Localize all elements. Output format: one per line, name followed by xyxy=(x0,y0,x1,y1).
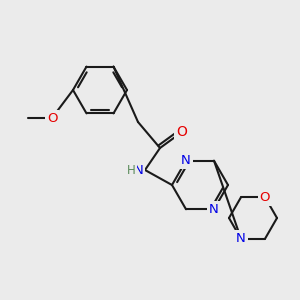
Text: H: H xyxy=(127,164,135,176)
Text: N: N xyxy=(181,154,191,167)
Text: O: O xyxy=(260,191,270,204)
Text: N: N xyxy=(209,203,219,216)
Text: O: O xyxy=(47,112,57,124)
Text: N: N xyxy=(236,232,246,245)
Text: N: N xyxy=(134,164,144,176)
Text: O: O xyxy=(177,125,188,139)
